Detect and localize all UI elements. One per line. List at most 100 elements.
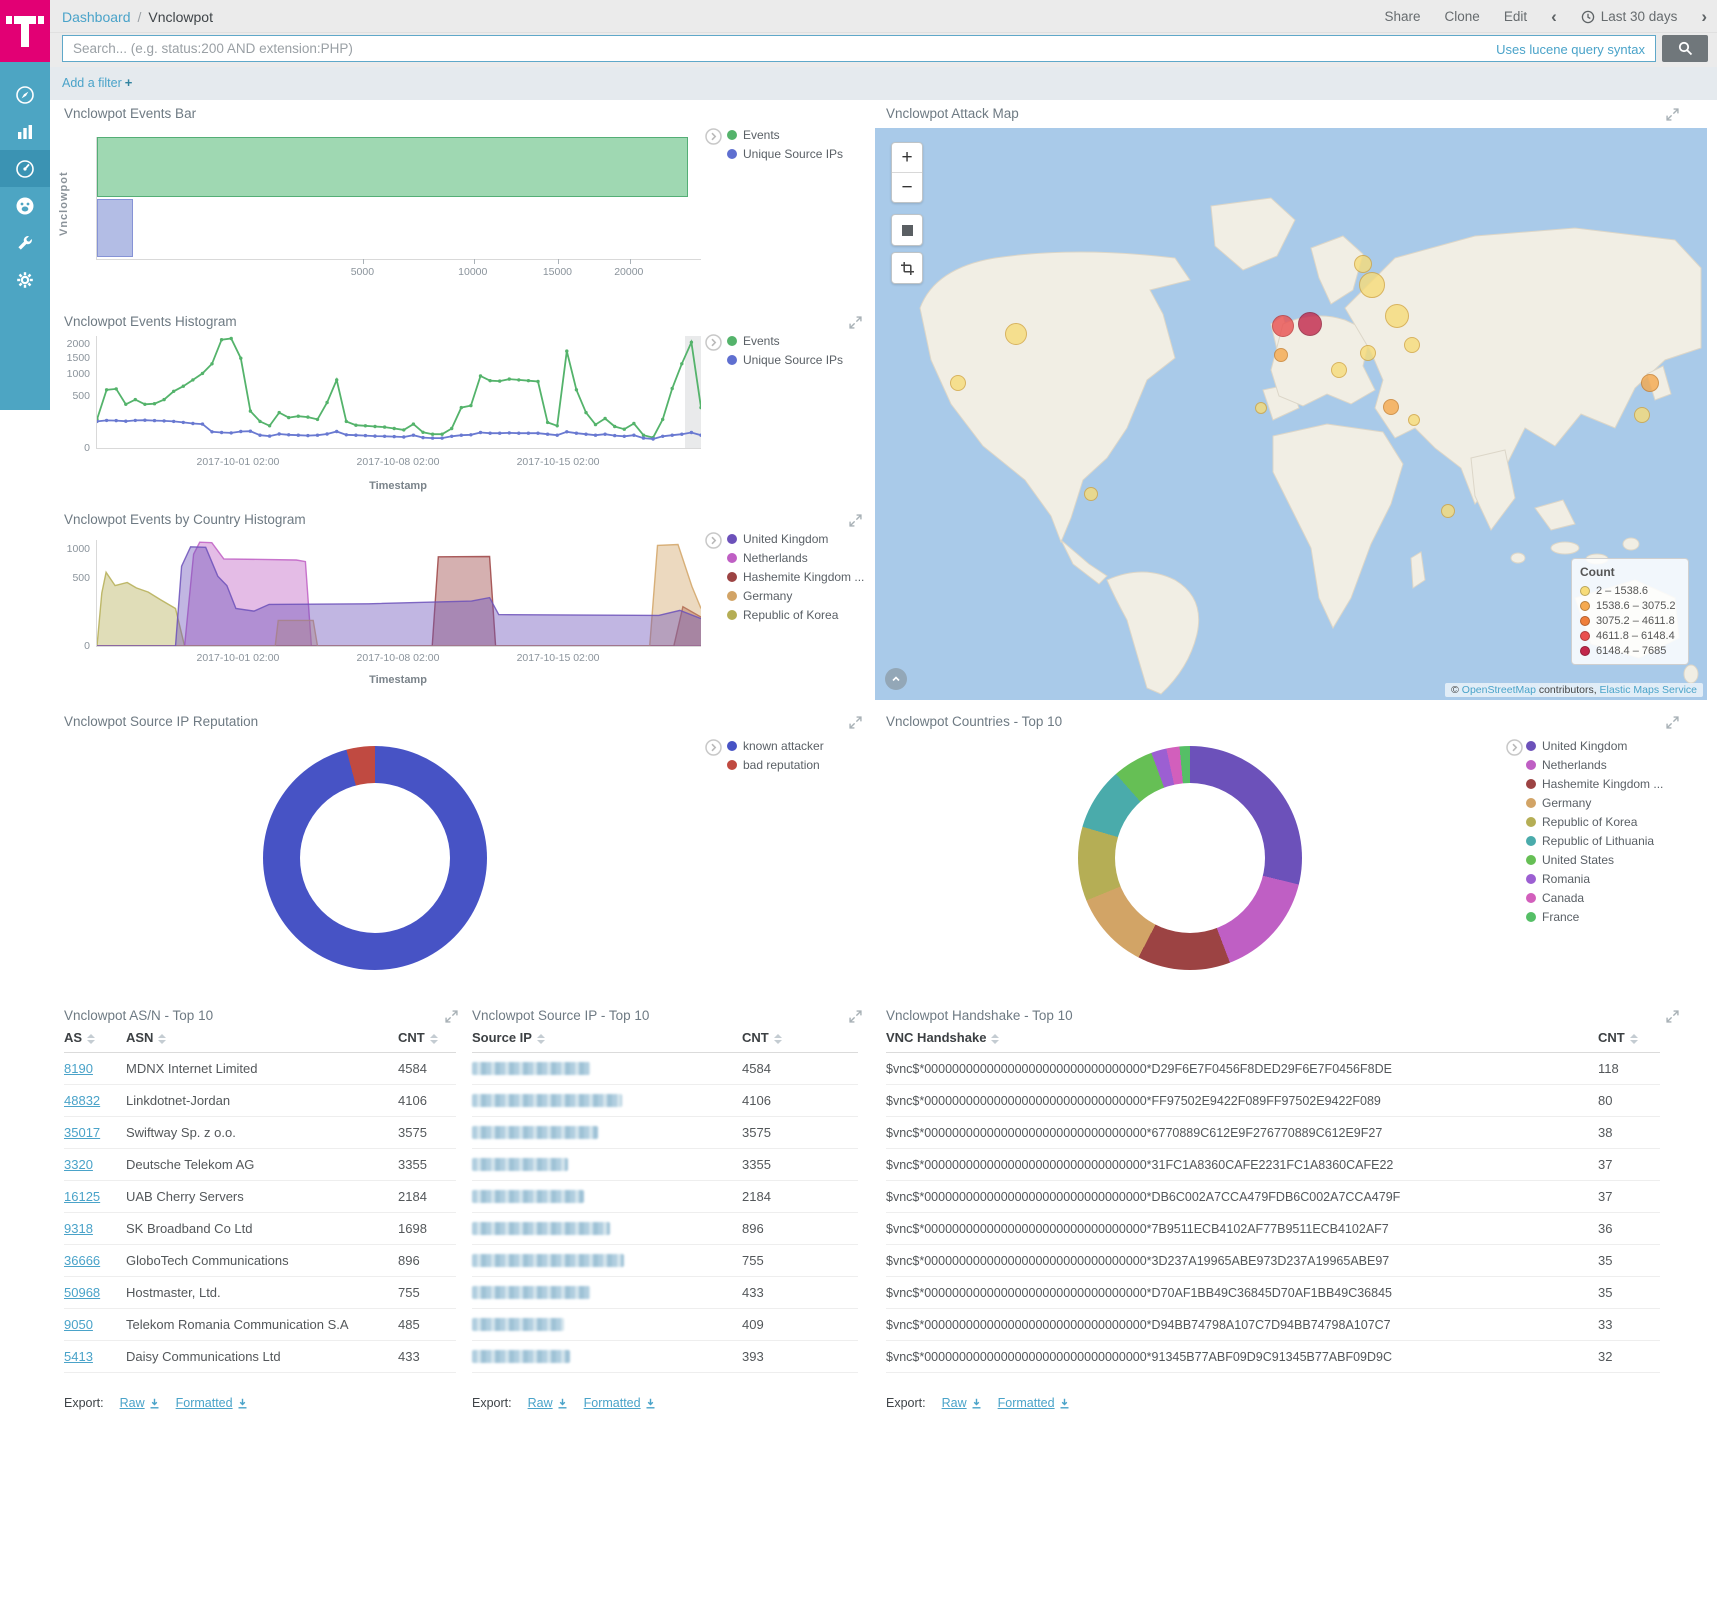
raw-export-link[interactable]: Raw bbox=[120, 1396, 160, 1410]
sort-icon[interactable] bbox=[158, 1033, 167, 1044]
edit-button[interactable]: Edit bbox=[1503, 9, 1528, 24]
sidebar-item-dev-tools[interactable] bbox=[0, 224, 50, 261]
legend-item[interactable]: Hashemite Kingdom ... bbox=[1526, 777, 1663, 791]
legend-item[interactable]: Germany bbox=[1526, 796, 1663, 810]
zoom-in-button[interactable]: + bbox=[892, 143, 922, 173]
sort-icon[interactable] bbox=[536, 1033, 545, 1044]
legend-item[interactable]: Romania bbox=[1526, 872, 1663, 886]
column-header-source-ip[interactable]: Source IP bbox=[472, 1030, 742, 1045]
gauge-icon bbox=[16, 159, 34, 178]
legend-toggle-icon[interactable] bbox=[705, 532, 722, 549]
column-header-cnt[interactable]: CNT bbox=[1598, 1030, 1660, 1045]
legend-item[interactable]: Events bbox=[727, 128, 843, 142]
redacted-source-ip bbox=[472, 1158, 568, 1171]
legend-item[interactable]: United Kingdom bbox=[1526, 739, 1663, 753]
sidebar-item-management[interactable] bbox=[0, 261, 50, 298]
redacted-source-ip bbox=[472, 1094, 622, 1107]
legend-item[interactable]: Germany bbox=[727, 589, 864, 603]
vnc-handshake-value: $vnc$*00000000000000000000000000000000*3… bbox=[886, 1253, 1390, 1268]
legend-item[interactable]: Unique Source IPs bbox=[727, 353, 843, 367]
column-header-asn[interactable]: ASN bbox=[126, 1030, 398, 1045]
legend-item[interactable]: Hashemite Kingdom ... bbox=[727, 570, 864, 584]
legend-toggle-icon[interactable] bbox=[1506, 739, 1523, 756]
reputation-donut-chart[interactable] bbox=[263, 746, 487, 970]
clone-button[interactable]: Clone bbox=[1444, 9, 1480, 24]
column-header-cnt[interactable]: CNT bbox=[398, 1030, 456, 1045]
expand-panel-icon[interactable] bbox=[849, 716, 862, 729]
expand-panel-icon[interactable] bbox=[849, 1010, 862, 1023]
as-link[interactable]: 9318 bbox=[64, 1221, 93, 1236]
sort-icon[interactable] bbox=[773, 1033, 782, 1044]
openstreetmap-link[interactable]: OpenStreetMap bbox=[1461, 684, 1536, 696]
events-histogram-chart[interactable] bbox=[96, 336, 701, 449]
raw-export-link[interactable]: Raw bbox=[942, 1396, 982, 1410]
expand-panel-icon[interactable] bbox=[1666, 108, 1679, 121]
sidebar-item-visualize[interactable] bbox=[0, 113, 50, 150]
as-link[interactable]: 9050 bbox=[64, 1317, 93, 1332]
tmobile-logo[interactable] bbox=[0, 0, 50, 62]
legend-item[interactable]: United States bbox=[1526, 853, 1663, 867]
lucene-syntax-link[interactable]: Uses lucene query syntax bbox=[1496, 42, 1645, 57]
as-link[interactable]: 8190 bbox=[64, 1061, 93, 1076]
legend-item[interactable]: known attacker bbox=[727, 739, 824, 753]
events-bar-chart[interactable] bbox=[96, 137, 701, 264]
search-button[interactable] bbox=[1662, 35, 1708, 62]
time-next-icon[interactable]: › bbox=[1701, 7, 1707, 26]
sort-icon[interactable] bbox=[991, 1033, 1000, 1044]
sidebar-item-dashboard[interactable] bbox=[0, 150, 50, 187]
legend-toggle-icon[interactable] bbox=[705, 128, 722, 145]
sidebar-item-timelion[interactable] bbox=[0, 187, 50, 224]
legend-toggle-icon[interactable] bbox=[705, 334, 722, 351]
legend-item[interactable]: bad reputation bbox=[727, 758, 824, 772]
sort-icon[interactable] bbox=[429, 1033, 438, 1044]
zoom-out-button[interactable]: − bbox=[901, 176, 913, 198]
legend-toggle-icon[interactable] bbox=[705, 739, 722, 756]
elastic-maps-service-link[interactable]: Elastic Maps Service bbox=[1599, 684, 1697, 696]
column-header-vnc-handshake[interactable]: VNC Handshake bbox=[886, 1030, 1598, 1045]
sidebar-item-discover[interactable] bbox=[0, 76, 50, 113]
attack-map[interactable]: + − Count 2 – 1538.6 1538.6 – 3075.2 3075.… bbox=[875, 128, 1707, 700]
madagascar bbox=[1410, 551, 1426, 589]
time-prev-icon[interactable]: ‹ bbox=[1551, 7, 1557, 26]
legend-item[interactable]: France bbox=[1526, 910, 1663, 924]
expand-panel-icon[interactable] bbox=[849, 316, 862, 329]
breadcrumb-dashboard-link[interactable]: Dashboard bbox=[62, 8, 131, 25]
as-link[interactable]: 5413 bbox=[64, 1349, 93, 1364]
raw-export-link[interactable]: Raw bbox=[528, 1396, 568, 1410]
countries-donut-chart[interactable] bbox=[1078, 746, 1302, 970]
share-button[interactable]: Share bbox=[1384, 9, 1421, 24]
sort-icon[interactable] bbox=[87, 1033, 96, 1044]
as-link[interactable]: 35017 bbox=[64, 1125, 101, 1140]
country-histogram-chart[interactable] bbox=[96, 540, 701, 647]
expand-panel-icon[interactable] bbox=[1666, 716, 1679, 729]
legend-item[interactable]: Republic of Korea bbox=[727, 608, 864, 622]
sort-icon[interactable] bbox=[1629, 1033, 1638, 1044]
expand-panel-icon[interactable] bbox=[445, 1010, 458, 1023]
legend-item[interactable]: Netherlands bbox=[1526, 758, 1663, 772]
formatted-export-link[interactable]: Formatted bbox=[584, 1396, 656, 1410]
legend-item[interactable]: Unique Source IPs bbox=[727, 147, 843, 161]
expand-panel-icon[interactable] bbox=[849, 514, 862, 527]
legend-item[interactable]: Canada bbox=[1526, 891, 1663, 905]
as-link[interactable]: 3320 bbox=[64, 1157, 93, 1172]
legend-item[interactable]: Republic of Lithuania bbox=[1526, 834, 1663, 848]
map-crop-button[interactable] bbox=[891, 252, 923, 284]
legend-item[interactable]: Events bbox=[727, 334, 843, 348]
column-header-as[interactable]: AS bbox=[64, 1030, 126, 1045]
add-filter-button[interactable]: Add a filter + bbox=[62, 75, 133, 90]
time-picker[interactable]: Last 30 days bbox=[1581, 9, 1677, 24]
as-link[interactable]: 48832 bbox=[64, 1093, 101, 1108]
as-link[interactable]: 50968 bbox=[64, 1285, 101, 1300]
legend-item[interactable]: United Kingdom bbox=[727, 532, 864, 546]
legend-item[interactable]: Republic of Korea bbox=[1526, 815, 1663, 829]
column-header-cnt[interactable]: CNT bbox=[742, 1030, 858, 1045]
map-attribution-toggle[interactable] bbox=[885, 668, 907, 690]
as-link[interactable]: 36666 bbox=[64, 1253, 101, 1268]
search-input[interactable] bbox=[63, 36, 1655, 61]
as-link[interactable]: 16125 bbox=[64, 1189, 101, 1204]
formatted-export-link[interactable]: Formatted bbox=[998, 1396, 1070, 1410]
formatted-export-link[interactable]: Formatted bbox=[176, 1396, 248, 1410]
map-fit-button[interactable] bbox=[891, 214, 923, 246]
legend-item[interactable]: Netherlands bbox=[727, 551, 864, 565]
expand-panel-icon[interactable] bbox=[1666, 1010, 1679, 1023]
